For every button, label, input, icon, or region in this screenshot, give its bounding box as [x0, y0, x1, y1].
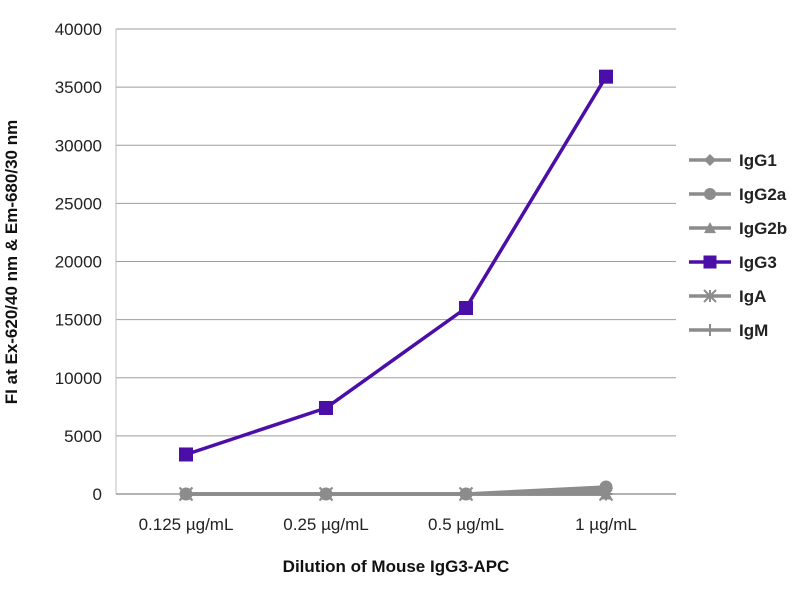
series-igm — [179, 487, 613, 501]
legend-label: IgG2a — [739, 185, 787, 204]
legend-label: IgA — [739, 287, 766, 306]
data-point-igg3 — [459, 301, 473, 315]
legend-item-igg3: IgG3 — [689, 253, 777, 272]
x-tick-labels: 0.125 µg/mL 0.25 µg/mL 0.5 µg/mL 1 µg/mL — [139, 515, 637, 534]
y-tick-label: 40000 — [55, 20, 102, 39]
x-tick-label: 0.25 µg/mL — [283, 515, 368, 534]
data-point-igg3 — [179, 447, 193, 462]
data-point-igg3 — [319, 400, 333, 415]
y-tick-label: 30000 — [55, 136, 102, 155]
y-tick-label: 10000 — [55, 369, 102, 388]
series-igg3 — [179, 69, 613, 462]
y-tick-labels: 0 5000 10000 15000 20000 25000 30000 35000 40000 — [55, 20, 102, 504]
legend-label: IgG2b — [739, 219, 787, 238]
y-tick-label: 15000 — [55, 311, 102, 330]
x-tick-label: 0.5 µg/mL — [428, 515, 504, 534]
legend-label: IgG1 — [739, 151, 777, 170]
data-point-igm — [459, 487, 473, 501]
legend-label: IgM — [739, 321, 768, 340]
legend-marker-iga — [703, 289, 717, 303]
legend-marker-igg2a — [704, 188, 716, 200]
x-axis-title: Dilution of Mouse IgG3-APC — [283, 557, 510, 576]
y-tick-label: 0 — [93, 485, 102, 504]
series-layer — [178, 69, 614, 502]
legend-marker-igg2b — [704, 222, 716, 234]
x-tick-label: 0.125 µg/mL — [139, 515, 234, 534]
gridlines — [116, 28, 676, 437]
y-tick-label: 35000 — [55, 78, 102, 97]
legend-item-iga: IgA — [689, 287, 766, 306]
data-point-igm — [599, 487, 613, 501]
data-point-igm — [179, 487, 193, 501]
y-tick-label: 25000 — [55, 194, 102, 213]
legend-item-igm: IgM — [689, 321, 768, 340]
legend-marker-igg1 — [704, 154, 716, 166]
data-point-igg3 — [599, 69, 613, 84]
y-axis-title: FI at Ex-620/40 nm & Em-680/30 nm — [2, 120, 21, 404]
y-tick-label: 5000 — [64, 427, 102, 446]
x-tick-label: 1 µg/mL — [575, 515, 637, 534]
legend: IgG1 IgG2a IgG2b IgG3 IgA IgM — [689, 151, 787, 340]
series-igg2a — [179, 480, 613, 501]
y-tick-label: 20000 — [55, 253, 102, 272]
legend-item-igg1: IgG1 — [689, 151, 777, 170]
legend-marker-igg3 — [703, 255, 717, 269]
legend-marker-igm — [704, 324, 716, 336]
legend-item-igg2b: IgG2b — [689, 219, 787, 238]
legend-item-igg2a: IgG2a — [689, 185, 787, 204]
legend-label: IgG3 — [739, 253, 777, 272]
series-line-igg3 — [185, 75, 608, 457]
data-point-igm — [319, 487, 333, 501]
